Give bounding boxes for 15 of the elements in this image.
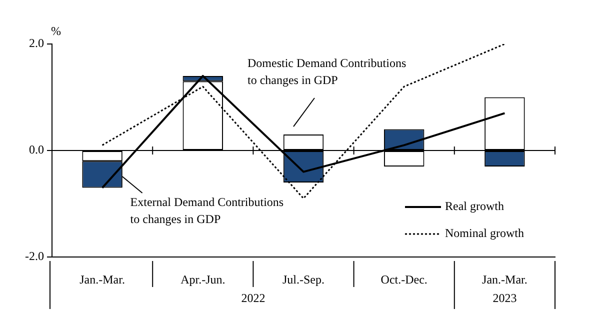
- x-tick-label: Oct.-Dec.: [380, 272, 428, 286]
- x-tick-label: Apr.-Jun.: [180, 272, 226, 286]
- x-tick-label: Jan.-Mar.: [80, 272, 125, 286]
- y-tick-label: -2.0: [24, 249, 44, 264]
- y-tick-label: 0.0: [28, 142, 44, 157]
- y-tick-label: 2.0: [28, 36, 44, 50]
- series-label: External Demand Contributions to changes in GDP: [130, 195, 284, 226]
- legend-label: Real growth: [445, 199, 504, 214]
- x-tick-label: Jul.-Sep.: [282, 272, 324, 286]
- x-tick-label: Jan.-Mar.: [482, 272, 528, 286]
- text: 2023: [492, 291, 517, 306]
- text: 2022: [241, 291, 266, 306]
- legend-label: Nominal growth: [445, 226, 524, 240]
- text: Domestic Demand Contributions to changes in GDP: [248, 56, 406, 88]
- y-axis-title: %: [50, 24, 61, 38]
